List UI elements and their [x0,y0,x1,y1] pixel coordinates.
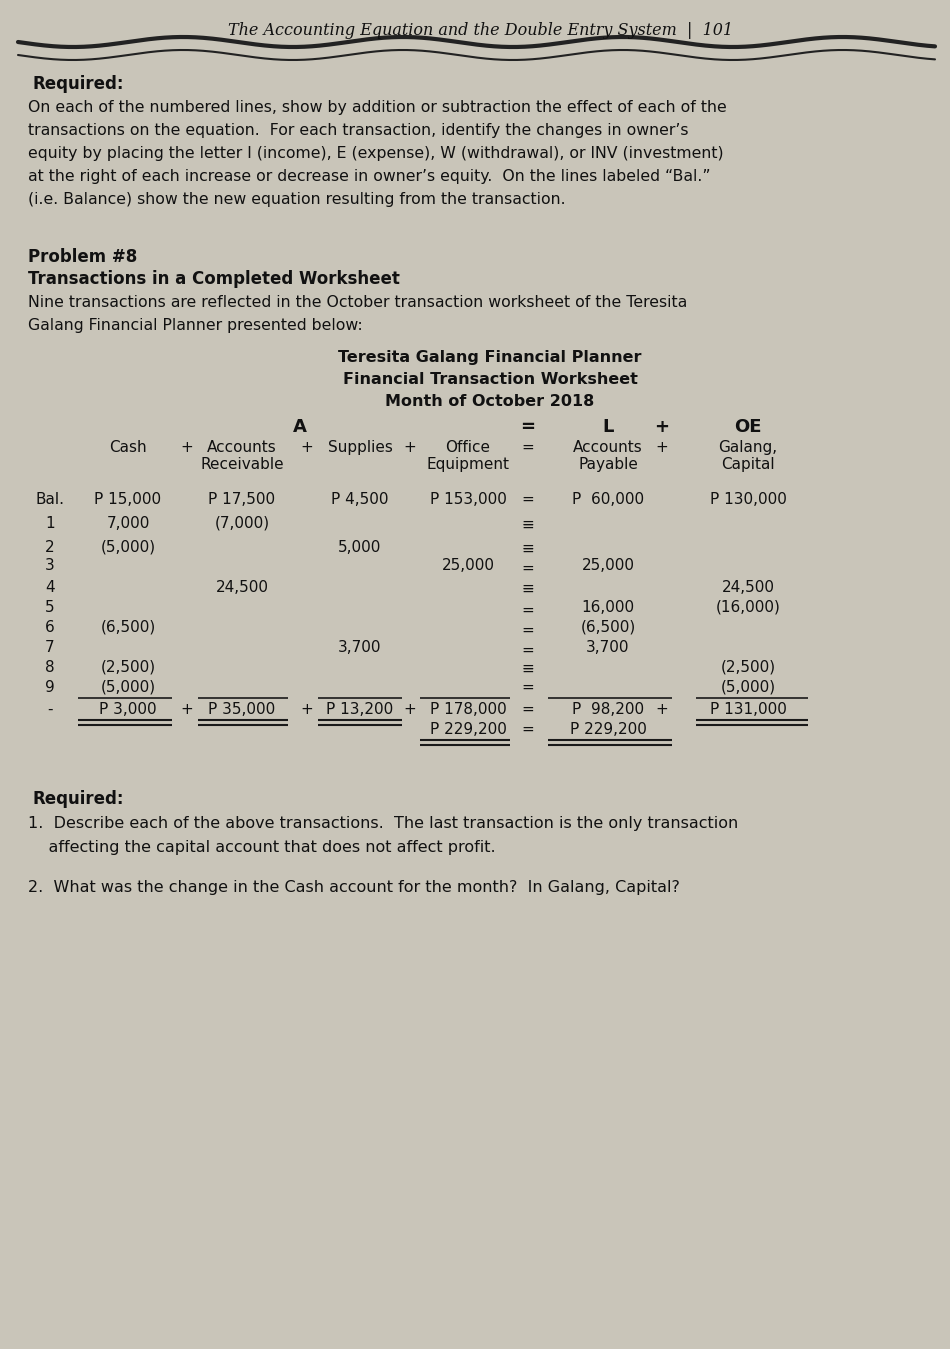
Text: P 130,000: P 130,000 [710,492,787,507]
Text: =: = [522,440,534,455]
Text: P 15,000: P 15,000 [94,492,162,507]
Text: Required:: Required: [32,791,124,808]
Text: L: L [602,418,614,436]
Text: transactions on the equation.  For each transaction, identify the changes in own: transactions on the equation. For each t… [28,123,689,138]
Text: Office
Equipment: Office Equipment [427,440,509,472]
Text: 9: 9 [46,680,55,695]
Text: =: = [522,492,534,507]
Text: 3,700: 3,700 [586,639,630,656]
Text: =: = [521,418,536,436]
Text: +: + [404,701,416,718]
Text: 3: 3 [46,558,55,573]
Text: (7,000): (7,000) [215,517,270,532]
Text: (5,000): (5,000) [720,680,775,695]
Text: 1.  Describe each of the above transactions.  The last transaction is the only t: 1. Describe each of the above transactio… [28,816,738,831]
Text: On each of the numbered lines, show by addition or subtraction the effect of eac: On each of the numbered lines, show by a… [28,100,727,115]
Text: 24,500: 24,500 [216,580,269,595]
Text: P 229,200: P 229,200 [570,722,646,737]
Text: P 3,000: P 3,000 [99,701,157,718]
Text: -: - [48,701,53,718]
Text: =: = [522,603,534,618]
Text: Cash: Cash [109,440,147,455]
Text: 2.  What was the change in the Cash account for the month?  In Galang, Capital?: 2. What was the change in the Cash accou… [28,880,680,894]
Text: at the right of each increase or decrease in owner’s equity.  On the lines label: at the right of each increase or decreas… [28,169,711,183]
Text: Nine transactions are reflected in the October transaction worksheet of the Tere: Nine transactions are reflected in the O… [28,295,687,310]
Text: P  98,200: P 98,200 [572,701,644,718]
Text: Financial Transaction Worksheet: Financial Transaction Worksheet [343,372,637,387]
Text: P 17,500: P 17,500 [208,492,276,507]
Text: P 131,000: P 131,000 [710,701,787,718]
Text: P 153,000: P 153,000 [429,492,506,507]
Text: equity by placing the letter I (income), E (expense), W (withdrawal), or INV (in: equity by placing the letter I (income),… [28,146,724,161]
Text: =: = [522,701,534,718]
Text: P 229,200: P 229,200 [429,722,506,737]
Text: P 178,000: P 178,000 [429,701,506,718]
Text: A: A [293,418,307,436]
Text: OE: OE [734,418,762,436]
Text: (6,500): (6,500) [580,621,636,635]
Text: =: = [522,544,534,558]
Text: (6,500): (6,500) [101,621,156,635]
Text: =: = [522,660,534,674]
Text: =: = [522,643,534,658]
Text: Transactions in a Completed Worksheet: Transactions in a Completed Worksheet [28,270,400,287]
Text: +: + [404,440,416,455]
Text: (2,500): (2,500) [720,660,775,674]
Text: =: = [522,517,534,532]
Text: (5,000): (5,000) [101,540,156,554]
Text: Accounts
Receivable: Accounts Receivable [200,440,284,472]
Text: P 4,500: P 4,500 [332,492,389,507]
Text: 25,000: 25,000 [442,558,495,573]
Text: 7: 7 [46,639,55,656]
Text: Bal.: Bal. [35,492,65,507]
Text: +: + [656,701,669,718]
Text: (16,000): (16,000) [715,600,781,615]
Text: Teresita Galang Financial Planner: Teresita Galang Financial Planner [338,349,642,366]
Text: Required:: Required: [32,76,124,93]
Text: =: = [522,540,534,554]
Text: (5,000): (5,000) [101,680,156,695]
Text: 8: 8 [46,660,55,674]
Text: Galang,
Capital: Galang, Capital [718,440,777,472]
Text: 6: 6 [46,621,55,635]
Text: =: = [522,580,534,595]
Text: 16,000: 16,000 [581,600,635,615]
Text: P 35,000: P 35,000 [208,701,276,718]
Text: 2: 2 [46,540,55,554]
Text: Problem #8: Problem #8 [28,248,137,266]
Text: The Accounting Equation and the Double Entry System  |  101: The Accounting Equation and the Double E… [227,22,732,39]
Text: 4: 4 [46,580,55,595]
Text: =: = [522,623,534,638]
Text: =: = [522,662,534,679]
Text: 7,000: 7,000 [106,517,150,532]
Text: 25,000: 25,000 [581,558,635,573]
Text: =: = [522,583,534,598]
Text: 24,500: 24,500 [721,580,774,595]
Text: =: = [522,680,534,695]
Text: (2,500): (2,500) [101,660,156,674]
Text: Month of October 2018: Month of October 2018 [386,394,595,409]
Text: +: + [656,440,669,455]
Text: +: + [300,701,314,718]
Text: affecting the capital account that does not affect profit.: affecting the capital account that does … [28,840,496,855]
Text: +: + [300,440,314,455]
Text: 5: 5 [46,600,55,615]
Text: 5,000: 5,000 [338,540,382,554]
Text: 3,700: 3,700 [338,639,382,656]
Text: Galang Financial Planner presented below:: Galang Financial Planner presented below… [28,318,363,333]
Text: =: = [522,561,534,576]
Text: +: + [180,440,194,455]
Text: P  60,000: P 60,000 [572,492,644,507]
Text: =: = [522,519,534,534]
Text: +: + [655,418,670,436]
Text: Accounts
Payable: Accounts Payable [573,440,643,472]
Text: +: + [180,701,194,718]
Text: Supplies: Supplies [328,440,392,455]
Text: (i.e. Balance) show the new equation resulting from the transaction.: (i.e. Balance) show the new equation res… [28,192,565,206]
Text: =: = [522,722,534,737]
Text: P 13,200: P 13,200 [327,701,393,718]
Text: 1: 1 [46,517,55,532]
